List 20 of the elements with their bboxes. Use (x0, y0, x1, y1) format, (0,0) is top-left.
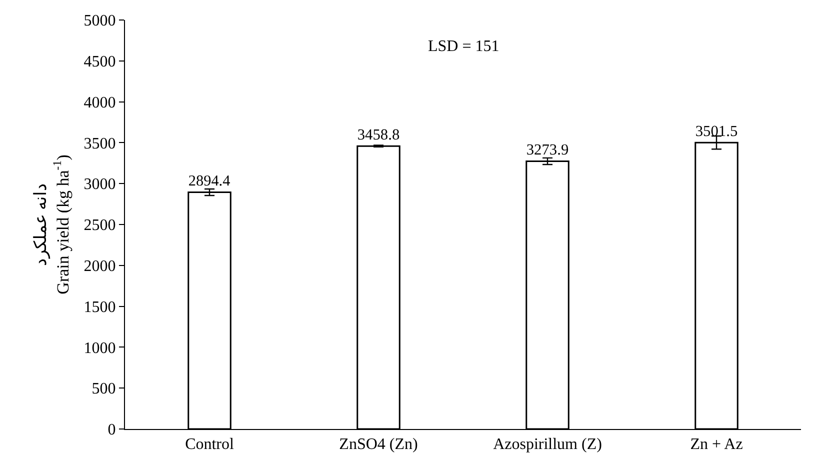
y-tick-label: 4000 (84, 94, 116, 112)
y-tick-label: 2000 (84, 258, 116, 275)
data-label: 3501.5 (695, 122, 738, 140)
data-label: 3458.8 (357, 126, 400, 144)
x-tick-label: Azospirillum (Z) (493, 436, 602, 454)
y-tick-label: 500 (92, 380, 116, 398)
x-tick-label: ZnSO4 (Zn) (339, 436, 418, 454)
x-tick-label: Control (185, 436, 234, 454)
data-label: 2894.4 (188, 172, 231, 190)
y-tick-label: 3500 (84, 135, 116, 152)
y-tick-label: 1000 (84, 340, 116, 357)
data-label: 3273.9 (526, 142, 569, 159)
y-tick-label: 4500 (84, 54, 116, 70)
x-tick-label: Zn + Az (690, 436, 743, 454)
y-tick-label: 5000 (84, 12, 116, 30)
y-tick-label: 3000 (84, 176, 116, 194)
y-tick-label: 0 (108, 422, 116, 439)
annotation: LSD = 151 (428, 38, 500, 55)
y-tick-label: 1500 (84, 298, 116, 316)
y-tick-label: 2500 (84, 217, 116, 234)
